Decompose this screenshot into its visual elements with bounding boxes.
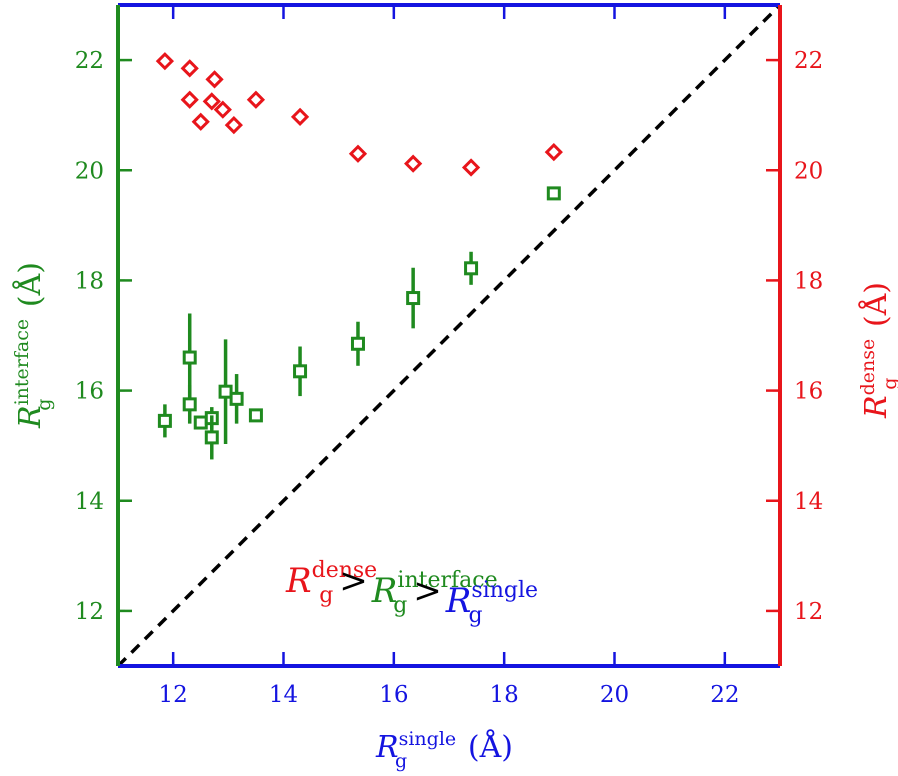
label-subscript: g [33,399,55,411]
dense-point [213,100,232,119]
x-tick-label: 22 [710,682,739,708]
inequality-subscript: g [468,603,482,628]
interface-point [193,415,208,430]
x-axis-label: Rsingle g (Å) [375,728,513,772]
dense-point [155,52,175,71]
y-right-tick-label: 22 [794,48,823,74]
dense-point [290,107,310,126]
dense-point [348,144,368,163]
y-right-tick-label: 14 [794,489,823,515]
label-superscript: single [399,728,457,750]
y-right-tick-label: 18 [794,268,823,294]
interface-point [464,261,479,276]
dense-point [180,59,199,78]
dense-point [202,92,221,111]
dense-point [461,158,481,177]
y-right-tick-label: 16 [794,379,823,405]
plot-area [116,3,782,668]
inequality-superscript: dense [312,558,378,583]
inequality-annotation: Rdense g > Rinterface g > Rsingle g [285,558,538,628]
interface-point [248,408,263,423]
label-symbol: R [859,395,894,419]
square-series [157,186,561,460]
dense-point [404,154,423,173]
dense-point [224,115,243,135]
x-tick-label: 16 [379,682,408,708]
y-left-tick-label: 20 [75,158,104,184]
inequality-symbol: R [285,561,312,601]
label-symbol: R [13,405,48,429]
label-superscript: dense [857,339,879,396]
y-left-tick-label: 22 [75,48,104,74]
interface-point [406,291,421,306]
interface-point [182,350,197,365]
y-left-tick-label: 12 [75,599,104,625]
diagonal-reference-line [116,3,782,668]
interface-point [350,336,365,351]
interface-point [218,384,233,399]
inequality-operator: > [413,571,442,611]
inequality-operator: > [339,561,368,601]
dense-point [180,90,199,109]
label-unit: (Å) [858,282,894,337]
label-subscript: g [395,750,407,772]
inequality-symbol: R [445,581,472,621]
axes [116,3,782,668]
y-left-axis-label: Rinterfaceg (Å) [11,262,55,429]
inequality-symbol: R [371,571,398,611]
interface-point [293,364,308,379]
tick-labels: 12 14 16 18 20 22 12 12 14 14 16 16 18 18 20 20 22 22 [75,48,824,708]
x-tick-label: 14 [269,682,298,708]
interface-point [182,397,197,412]
x-tick-label: 18 [490,682,519,708]
interface-point [229,391,244,406]
inequality-superscript: interface [397,568,497,593]
y-right-tick-label: 12 [794,599,823,625]
interface-point [204,430,219,445]
label-subscript: g [879,378,898,390]
y-left-tick-label: 16 [75,379,104,405]
inequality-text: Rdense g > Rinterface g > Rsingle g [285,558,538,628]
label-unit: (Å) [458,729,513,765]
dense-point [191,112,210,131]
y-left-tick-label: 14 [75,489,104,515]
dense-point [205,70,224,89]
inequality-subscript: g [319,583,333,608]
dense-point [544,142,563,162]
x-tick-label: 20 [600,682,629,708]
interface-point [157,413,172,428]
y-left-tick-label: 18 [75,268,104,294]
y-right-tick-label: 20 [794,158,823,184]
dense-point [246,90,266,109]
x-tick-label: 12 [159,682,188,708]
diamond-series [155,52,563,177]
interface-point [546,186,561,201]
label-unit: (Å) [12,262,48,317]
label-symbol: R [375,730,399,765]
inequality-superscript: single [471,578,538,603]
label-superscript: interface [11,319,33,406]
inequality-subscript: g [393,593,407,618]
